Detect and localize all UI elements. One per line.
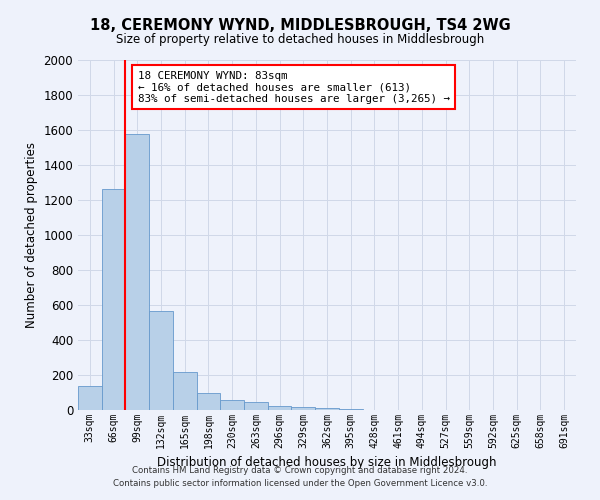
Bar [268, 406, 292, 410]
Text: Size of property relative to detached houses in Middlesbrough: Size of property relative to detached ho… [116, 32, 484, 46]
Text: 18 CEREMONY WYND: 83sqm
← 16% of detached houses are smaller (613)
83% of semi-d: 18 CEREMONY WYND: 83sqm ← 16% of detache… [138, 70, 450, 104]
Bar [315, 408, 339, 410]
Y-axis label: Number of detached properties: Number of detached properties [25, 142, 38, 328]
Bar [125, 134, 149, 410]
Bar [78, 386, 102, 410]
X-axis label: Distribution of detached houses by size in Middlesbrough: Distribution of detached houses by size … [157, 456, 497, 469]
Bar [220, 400, 244, 410]
Text: 18, CEREMONY WYND, MIDDLESBROUGH, TS4 2WG: 18, CEREMONY WYND, MIDDLESBROUGH, TS4 2W… [89, 18, 511, 32]
Bar [102, 188, 125, 410]
Bar [292, 407, 315, 410]
Text: Contains HM Land Registry data © Crown copyright and database right 2024.
Contai: Contains HM Land Registry data © Crown c… [113, 466, 487, 487]
Bar [149, 311, 173, 410]
Bar [173, 372, 197, 410]
Bar [244, 402, 268, 410]
Bar [339, 408, 362, 410]
Bar [197, 394, 220, 410]
